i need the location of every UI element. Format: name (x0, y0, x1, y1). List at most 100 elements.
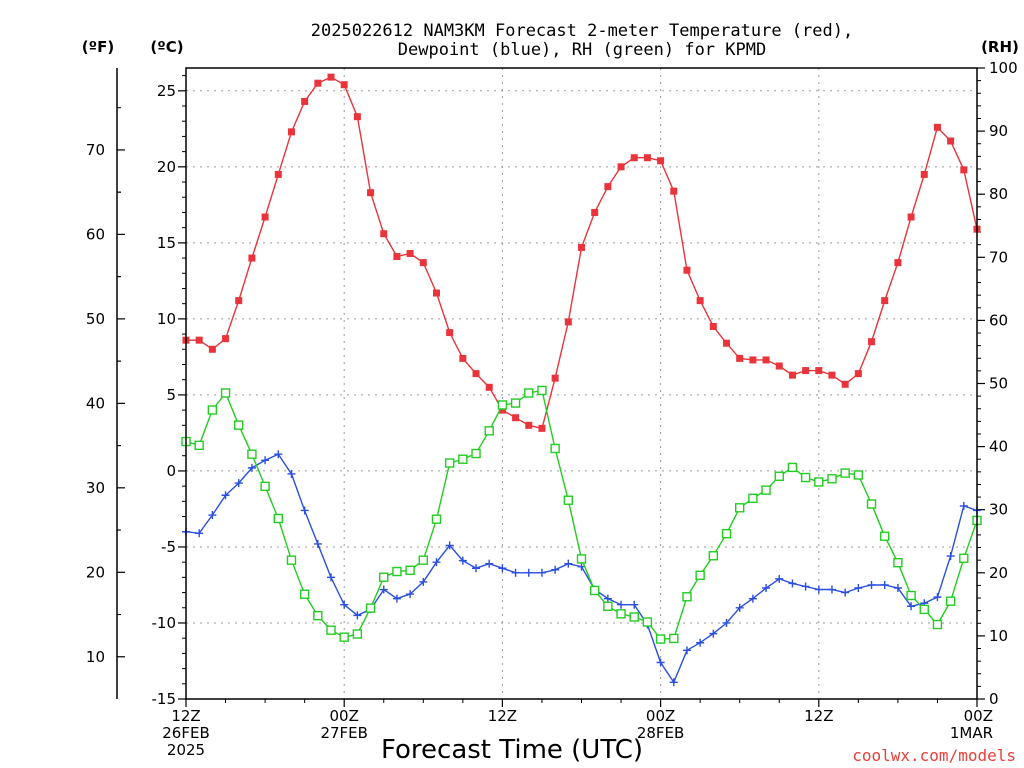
data-point-dewpoint (722, 618, 731, 627)
data-point-rh (405, 565, 415, 575)
data-point-temperature (274, 170, 282, 178)
x-tick-label: 2025 (167, 741, 205, 759)
series-rh (181, 385, 982, 644)
data-point-rh (471, 448, 481, 459)
data-point-dewpoint (511, 568, 520, 577)
data-point-temperature (815, 367, 823, 375)
data-point-dewpoint (195, 529, 204, 538)
data-point-temperature (208, 345, 216, 353)
data-point-temperature (340, 81, 348, 89)
series-line-rh (185, 389, 978, 640)
data-point-dewpoint (564, 559, 573, 568)
data-point-rh (721, 528, 732, 539)
data-point-dewpoint (867, 580, 876, 589)
data-point-rh (458, 454, 468, 464)
data-point-dewpoint (234, 479, 243, 488)
rh-tick-label: 40 (989, 438, 1008, 456)
data-point-dewpoint (261, 456, 270, 465)
data-point-temperature (683, 266, 691, 274)
fahrenheit-tick-label: 10 (86, 648, 105, 666)
rh-axis: 0 10 20 30 40 50 60 70 80 90 100 (977, 59, 1018, 708)
data-point-temperature (881, 297, 889, 305)
data-point-rh (708, 551, 719, 561)
data-point-dewpoint (788, 579, 797, 588)
data-point-temperature (828, 371, 836, 379)
data-point-rh (234, 420, 244, 430)
data-point-dewpoint (709, 629, 718, 638)
data-point-rh (932, 619, 943, 630)
data-point-dewpoint (432, 558, 441, 567)
chart-title: 2025022612 NAM3KM Forecast 2-meter Tempe… (311, 21, 853, 60)
data-point-rh (669, 633, 679, 644)
data-point-dewpoint (379, 585, 388, 594)
data-point-rh (761, 485, 771, 495)
celsius-tick-label: -10 (152, 614, 177, 632)
data-point-temperature (406, 249, 414, 257)
data-point-rh (840, 468, 850, 478)
data-point-temperature (472, 370, 480, 378)
data-point-dewpoint (313, 539, 322, 548)
data-point-temperature (432, 289, 440, 297)
data-point-dewpoint (959, 501, 968, 510)
fahrenheit-tick-label: 70 (86, 141, 105, 159)
data-point-dewpoint (880, 580, 889, 589)
data-point-dewpoint (775, 574, 784, 583)
rh-tick-label: 10 (989, 627, 1008, 645)
data-point-temperature (551, 374, 559, 382)
data-point-rh (299, 589, 310, 599)
data-point-rh (774, 471, 784, 481)
data-point-dewpoint (300, 506, 309, 515)
data-point-dewpoint (603, 594, 612, 603)
data-point-temperature (670, 187, 678, 195)
data-point-rh (880, 531, 890, 541)
data-point-rh (827, 474, 837, 484)
data-point-dewpoint (933, 593, 942, 602)
data-point-dewpoint (537, 568, 546, 577)
data-point-rh (339, 632, 349, 642)
data-point-dewpoint (748, 594, 757, 603)
data-point-temperature (327, 73, 335, 81)
data-point-rh (484, 426, 494, 436)
celsius-tick-label: -5 (161, 538, 176, 556)
title-line-1: 2025022612 NAM3KM Forecast 2-meter Tempe… (311, 21, 853, 41)
data-point-dewpoint (827, 585, 836, 594)
data-point-rh (273, 513, 283, 524)
data-point-dewpoint (498, 564, 507, 573)
data-point-rh (418, 555, 428, 565)
data-point-dewpoint (841, 588, 850, 597)
data-point-dewpoint (208, 511, 217, 520)
x-tick-label: 00Z (964, 707, 993, 725)
data-point-dewpoint (419, 577, 428, 586)
rh-tick-label: 100 (989, 59, 1018, 77)
data-point-dewpoint (551, 565, 560, 574)
data-point-temperature (960, 166, 968, 174)
data-point-temperature (920, 170, 928, 178)
fahrenheit-unit-label: (ºF) (82, 38, 114, 56)
rh-tick-label: 90 (989, 122, 1008, 140)
data-point-temperature (907, 213, 915, 221)
data-point-rh (959, 553, 969, 563)
data-point-temperature (643, 154, 651, 162)
data-point-dewpoint (907, 602, 916, 611)
data-point-dewpoint (392, 594, 401, 603)
data-point-rh (735, 503, 745, 513)
data-point-dewpoint (445, 541, 454, 550)
celsius-unit-label: (ºC) (150, 38, 183, 56)
data-point-temperature (485, 383, 493, 391)
data-point-temperature (578, 243, 585, 251)
data-point-rh (247, 449, 257, 459)
data-point-dewpoint (735, 603, 744, 612)
data-point-temperature (222, 335, 230, 343)
data-point-rh (286, 555, 297, 565)
data-point-dewpoint (287, 469, 296, 478)
data-point-rh (695, 570, 705, 581)
data-point-temperature (775, 362, 783, 370)
data-point-temperature (525, 421, 533, 429)
data-point-dewpoint (630, 600, 639, 609)
data-point-rh (748, 493, 758, 504)
data-point-temperature (696, 297, 704, 305)
x-tick-label: 1MAR (950, 724, 993, 742)
data-point-temperature (854, 370, 862, 378)
data-point-rh (682, 592, 692, 602)
